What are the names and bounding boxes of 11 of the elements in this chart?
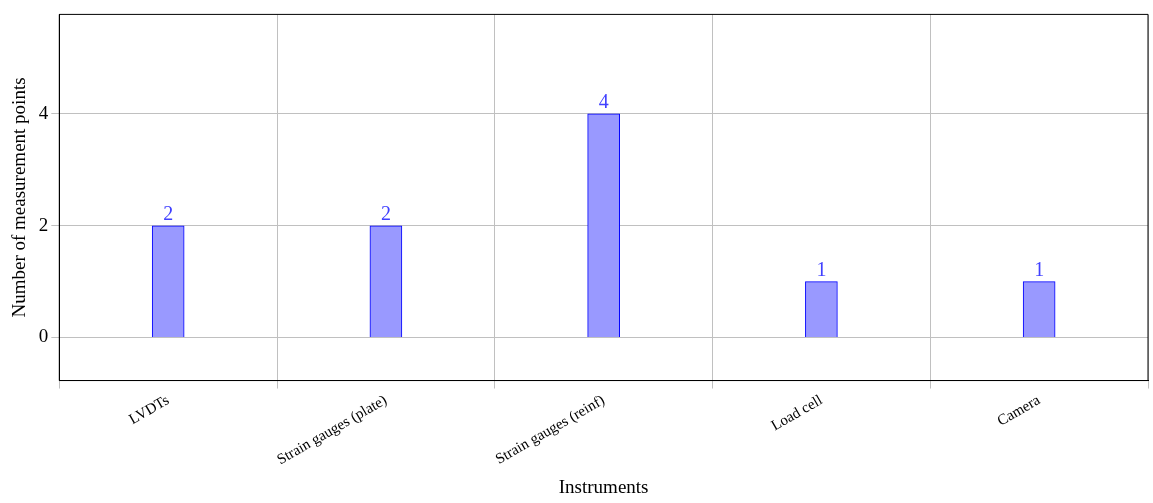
data-label: 4 [598,90,609,113]
data-label: 2 [163,201,174,224]
data-label: 2 [380,201,391,224]
y-tick-label: 0 [38,325,49,347]
x-axis-title: Instruments [558,475,649,497]
data-label: 1 [816,257,827,280]
data-label: 1 [1034,257,1045,280]
x-tick-label: Load cell [768,391,825,434]
y-tick-label: 4 [38,101,49,123]
y-axis-title: Number of measurement points [8,77,30,318]
y-tick-label: 2 [38,213,49,235]
